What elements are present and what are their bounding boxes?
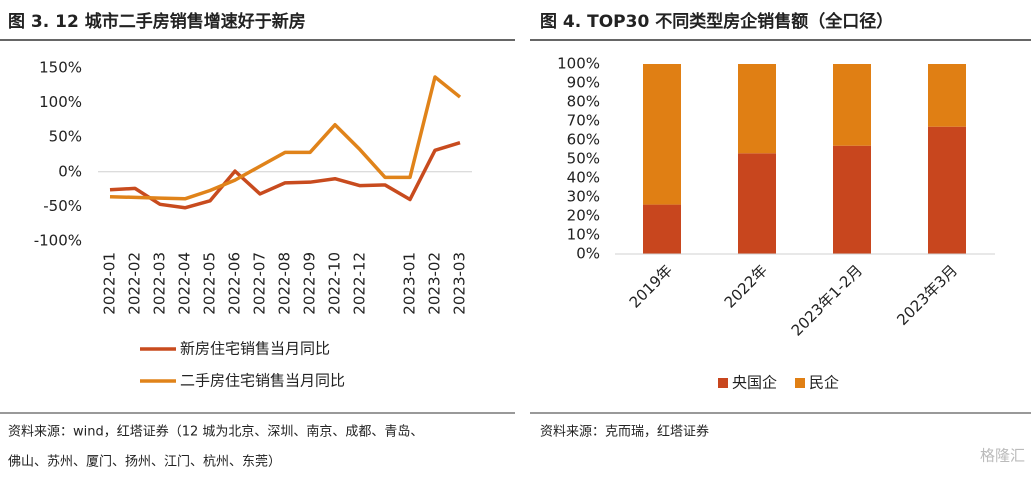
y-tick-label: 90% [567, 74, 600, 92]
x-tick-label: 2022-07 [251, 252, 269, 315]
y-tick-label: 70% [567, 112, 600, 130]
x-tick-label: 2022-03 [151, 252, 169, 315]
bar-segment [643, 64, 681, 205]
y-tick-label: 50% [49, 128, 82, 146]
x-tick-label: 2022-05 [201, 252, 219, 315]
chart-title: 图 4. TOP30 不同类型房企销售额（全口径） [540, 11, 893, 32]
x-tick-label: 2022-12 [351, 252, 369, 315]
bar-segment [928, 64, 966, 127]
y-tick-label: 50% [567, 150, 600, 168]
y-tick-label: 150% [39, 59, 82, 77]
y-tick-label: 100% [557, 55, 600, 73]
y-tick-label: 0% [58, 162, 82, 180]
source: 佛山、苏州、厦门、扬州、江门、杭州、东莞） [8, 454, 281, 470]
bar-segment [738, 64, 776, 154]
x-tick-label: 2023-01 [401, 252, 419, 315]
y-tick-label: 0% [576, 245, 600, 263]
y-tick-label: 80% [567, 93, 600, 111]
x-tick-label: 2022-08 [276, 252, 294, 315]
x-tick-label: 2019年 [626, 261, 676, 311]
x-tick-label: 2023-02 [426, 252, 444, 315]
bar-segment [643, 204, 681, 254]
bar-segment [928, 126, 966, 254]
y-tick-label: 20% [567, 207, 600, 225]
y-tick-label: -100% [34, 232, 82, 250]
line-series [109, 75, 462, 201]
y-tick-label: 30% [567, 188, 600, 206]
source: 资料来源：克而瑞，红塔证券 [540, 424, 709, 440]
x-tick-label: 2023年1-2月 [788, 261, 866, 339]
bar-segment [738, 153, 776, 254]
bar-segment [833, 64, 871, 146]
legend-label: 央国企 [732, 374, 777, 392]
x-tick-label: 2023-03 [451, 252, 469, 315]
legend-swatch [718, 378, 728, 388]
chart-title: 图 3. 12 城市二手房销售增速好于新房 [8, 11, 306, 32]
legend-label: 新房住宅销售当月同比 [180, 340, 330, 358]
watermark: 格隆汇 [980, 447, 1025, 465]
y-tick-label: 10% [567, 226, 600, 244]
y-tick-label: -50% [43, 197, 82, 215]
x-tick-label: 2022-04 [176, 252, 194, 315]
x-tick-label: 2023年3月 [893, 261, 961, 329]
x-tick-label: 2022-06 [226, 252, 244, 315]
x-tick-label: 2022-01 [101, 252, 119, 315]
y-tick-label: 40% [567, 169, 600, 187]
x-tick-label: 2022年 [721, 261, 771, 311]
line-series [109, 141, 461, 210]
bar-segment [833, 145, 871, 254]
x-tick-label: 2022-02 [126, 252, 144, 315]
x-tick-label: 2022-10 [326, 252, 344, 315]
x-tick-label: 2022-09 [301, 252, 319, 315]
legend-label: 民企 [809, 374, 839, 392]
legend-label: 二手房住宅销售当月同比 [180, 372, 345, 390]
legend-swatch [795, 378, 805, 388]
source: 资料来源：wind，红塔证券（12 城为北京、深圳、南京、成都、青岛、 [8, 424, 423, 440]
y-tick-label: 100% [39, 93, 82, 111]
y-tick-label: 60% [567, 131, 600, 149]
